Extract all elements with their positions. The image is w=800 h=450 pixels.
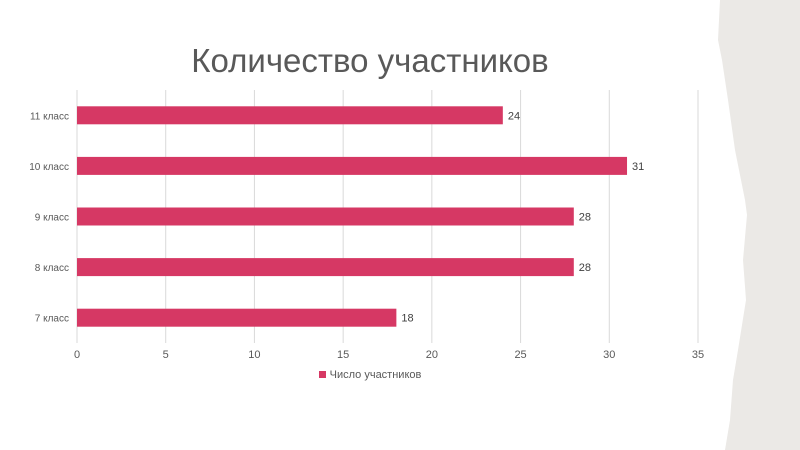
- data-label: 31: [632, 161, 644, 173]
- bar: [77, 207, 574, 226]
- x-tick-label: 0: [74, 349, 80, 361]
- x-tick-label: 15: [337, 349, 349, 361]
- y-tick-label: 9 класс: [35, 213, 69, 224]
- x-tick-label: 35: [692, 349, 704, 361]
- x-tick-label: 25: [514, 349, 526, 361]
- data-label: 28: [579, 262, 591, 274]
- bar: [77, 156, 628, 175]
- x-tick-label: 5: [163, 349, 169, 361]
- y-tick-label: 8 класс: [35, 263, 69, 274]
- chart-title: Количество участников: [191, 42, 549, 79]
- data-label: 28: [579, 212, 591, 224]
- data-label: 18: [401, 313, 413, 325]
- bar: [77, 258, 574, 277]
- data-label: 24: [508, 110, 520, 122]
- y-tick-label: 7 класс: [35, 314, 69, 325]
- x-tick-label: 10: [248, 349, 260, 361]
- x-tick-label: 20: [426, 349, 438, 361]
- legend-label: Число участников: [329, 369, 422, 381]
- y-tick-label: 10 класс: [29, 162, 69, 173]
- bar: [77, 308, 397, 327]
- x-tick-label: 30: [603, 349, 615, 361]
- legend: Число участников: [0, 369, 740, 381]
- legend-swatch: [318, 371, 326, 378]
- y-tick-label: 11 класс: [30, 111, 69, 122]
- bar: [77, 106, 503, 125]
